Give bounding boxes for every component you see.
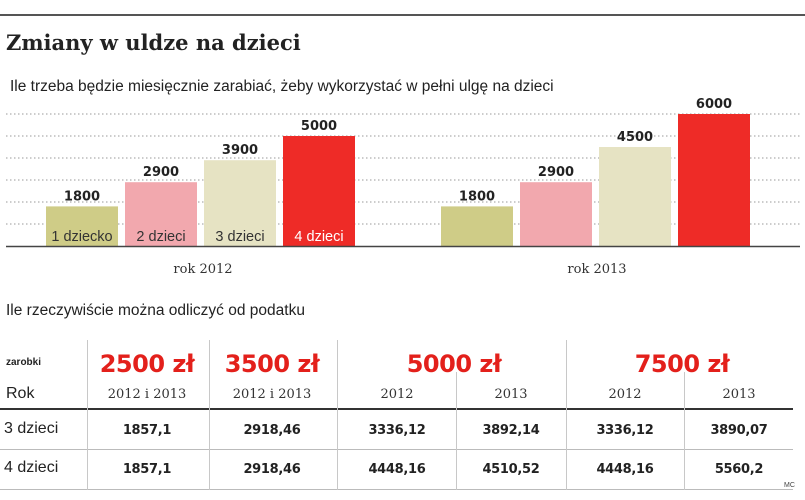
bar-value-label: 4500 (617, 130, 653, 145)
bar-value-label: 1800 (459, 189, 495, 204)
series-label: 1 dziecko (51, 229, 112, 245)
top-rule (0, 14, 805, 16)
series-label: 2 dzieci (136, 229, 185, 245)
bar-2-1 (441, 206, 513, 246)
chart-subtitle: Ile trzeba będzie miesięcznie zarabiać, … (10, 78, 554, 95)
bar-2-2 (520, 182, 592, 246)
table-row-divider (0, 449, 793, 450)
bar-value-label: 5000 (301, 119, 337, 134)
page-title: Zmiany w uldze na dzieci (6, 30, 301, 55)
bar-2-3 (599, 147, 671, 246)
zarobki-label: zarobki (6, 357, 42, 368)
col-divider (566, 340, 567, 490)
group-label: rok 2013 (567, 262, 626, 277)
bar-value-label: 3900 (222, 143, 258, 158)
group-label: rok 2012 (173, 262, 232, 277)
bar-1-4 (283, 136, 355, 246)
bar-1-1 (46, 206, 118, 246)
table-header-rule (0, 408, 793, 410)
bar-2-4 (678, 114, 750, 246)
bar-value-label: 6000 (696, 97, 732, 112)
series-label: 4 dzieci (294, 229, 343, 245)
row-label-3-dzieci: 3 dzieci (4, 420, 59, 437)
col-divider (337, 340, 338, 490)
table-title: Ile rzeczywiście można odliczyć od podat… (6, 302, 305, 319)
col-divider (684, 372, 685, 490)
author-credit: MC (784, 482, 795, 489)
bar-value-label: 2900 (538, 165, 574, 180)
col-divider (87, 340, 88, 490)
col-divider (209, 340, 210, 490)
table-bottom-rule (0, 489, 793, 490)
bar-chart: 1800 1 dziecko 2900 2 dzieci 3900 3 dzieci 500… (6, 97, 800, 277)
bar-value-label: 1800 (64, 189, 100, 204)
col-divider (456, 372, 457, 490)
bar-value-label: 2900 (143, 165, 179, 180)
bar-1-2 (125, 182, 197, 246)
rok-label: Rok (6, 385, 35, 402)
bar-1-3 (204, 160, 276, 246)
row-label-4-dzieci: 4 dzieci (4, 459, 59, 476)
series-label: 3 dzieci (215, 229, 264, 245)
